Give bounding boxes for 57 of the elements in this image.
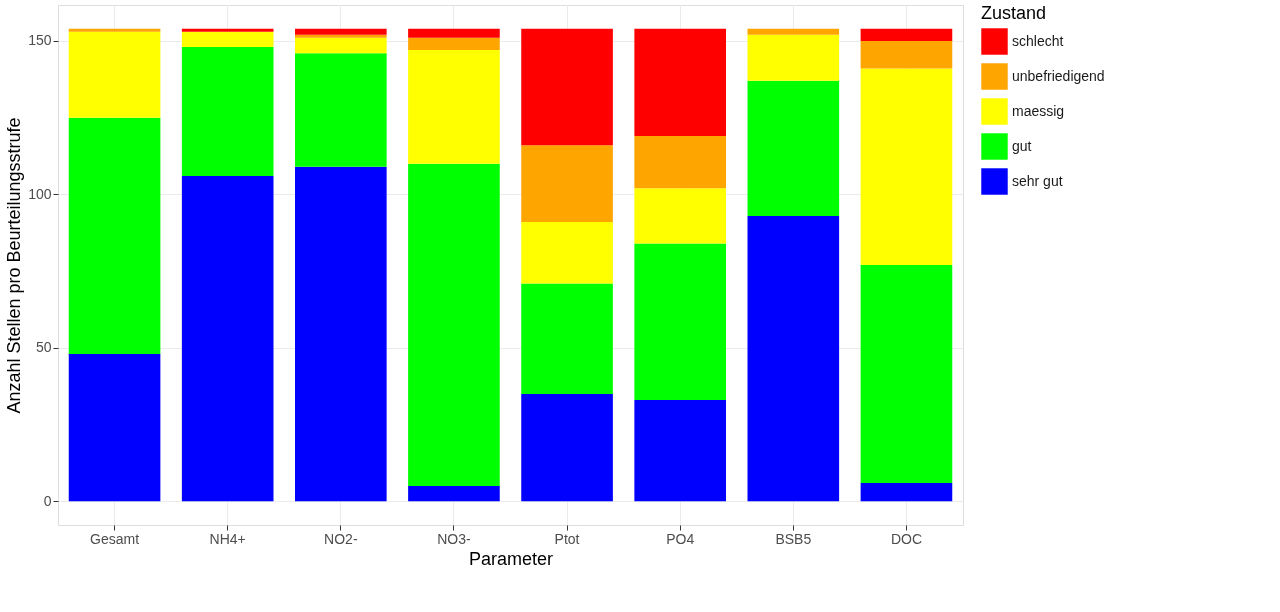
legend-label: sehr gut <box>1012 172 1063 189</box>
bar <box>295 53 387 167</box>
x-tick-label: NO3- <box>437 530 471 547</box>
bar <box>634 400 726 502</box>
bar <box>634 243 726 401</box>
legend-label: gut <box>1012 137 1032 154</box>
legend-label: maessig <box>1012 102 1065 119</box>
bar <box>860 482 953 502</box>
bar <box>521 393 613 502</box>
x-tick-label: DOC <box>890 530 922 547</box>
bar <box>747 215 840 502</box>
y-tick-label: 100 <box>28 185 52 202</box>
bar <box>181 28 274 32</box>
bar <box>634 28 726 137</box>
y-tick-label: 150 <box>28 32 52 49</box>
bar <box>68 117 161 355</box>
bar <box>295 166 387 502</box>
bar <box>408 37 500 51</box>
bar <box>860 28 953 41</box>
x-tick-label: NO2- <box>324 530 358 547</box>
bar <box>521 222 613 284</box>
bar <box>860 265 953 483</box>
bar <box>634 136 726 189</box>
bar <box>521 283 613 394</box>
bar <box>408 28 500 38</box>
y-tick-label: 0 <box>43 492 52 509</box>
x-tick-label: PO4 <box>666 530 695 547</box>
bar <box>860 68 953 265</box>
bar <box>68 28 161 32</box>
y-tick-label: 50 <box>35 339 52 356</box>
legend-label: schlecht <box>1012 32 1064 49</box>
x-tick-label: Ptot <box>554 530 580 547</box>
x-tick-label: NH4+ <box>209 530 246 547</box>
x-tick-label: Gesamt <box>90 530 140 547</box>
bar <box>860 40 953 69</box>
bar <box>521 28 613 146</box>
legend-title: Zustand <box>981 3 1047 23</box>
legend-label: unbefriedigend <box>1012 67 1105 84</box>
y-axis-title: Anzahl Stellen pro Beurteilungsstrufe <box>4 117 25 414</box>
bar <box>181 31 274 48</box>
bar <box>747 34 840 81</box>
bar <box>295 28 387 35</box>
bar <box>747 28 840 35</box>
bar <box>295 37 387 54</box>
bar <box>408 163 500 487</box>
x-axis-title: Parameter <box>468 548 554 569</box>
bar <box>68 354 161 502</box>
bar <box>634 188 726 244</box>
bar <box>408 486 500 502</box>
bar <box>295 34 387 38</box>
bar <box>68 31 161 118</box>
bar <box>181 175 274 502</box>
bar <box>408 50 500 164</box>
bar <box>521 145 613 223</box>
bar <box>747 80 840 216</box>
x-tick-label: BSB5 <box>775 530 812 547</box>
bar <box>181 47 274 176</box>
